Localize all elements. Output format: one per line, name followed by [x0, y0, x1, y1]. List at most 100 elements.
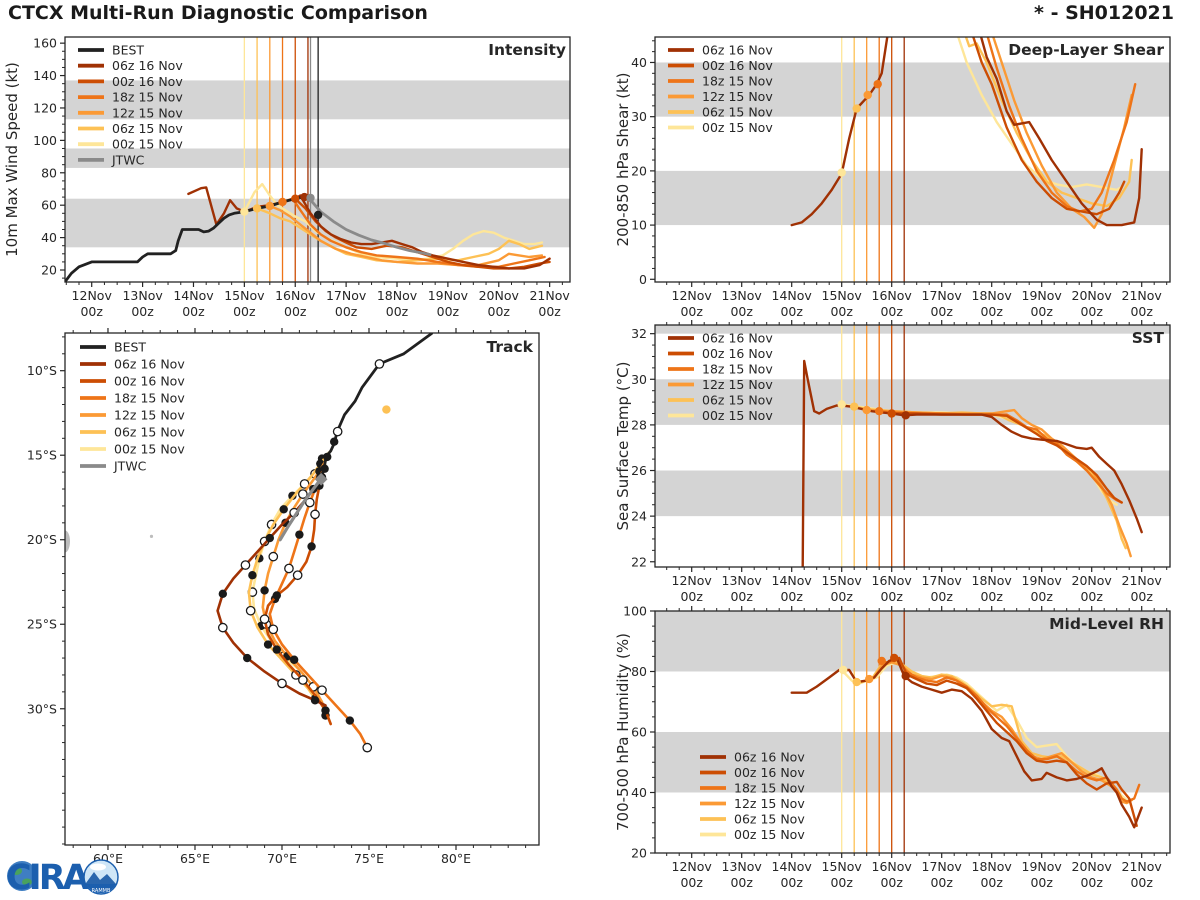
x-tick-label: 17Nov — [922, 859, 963, 874]
panel-frame — [64, 332, 540, 846]
marker-open — [245, 605, 256, 616]
x-tick-label: 00z — [182, 304, 205, 319]
series-JTWC — [278, 477, 323, 542]
y-tick-label: 20 — [41, 263, 57, 278]
x-tick-label: 16Nov — [275, 288, 316, 303]
x-tick-label: 00z — [980, 589, 1003, 604]
y-tick-label: 40 — [631, 785, 647, 800]
panel-title: Mid-Level RH — [1049, 615, 1164, 633]
x-tick-label: 00z — [437, 304, 460, 319]
x-tick-label: 21Nov — [1122, 288, 1163, 303]
series-06z16 — [801, 359, 1143, 567]
marker-dot — [852, 677, 861, 687]
legend-label: 00z 16 Nov — [112, 74, 183, 89]
panel-title: Deep-Layer Shear — [1008, 41, 1164, 59]
marker-open — [292, 570, 303, 581]
legend-label: 12z 15 Nov — [734, 796, 805, 811]
y-tick-label: 22 — [631, 554, 647, 569]
marker-dot — [307, 542, 316, 551]
rammb-cloud-icon — [90, 863, 106, 871]
x-tick-label: 19Nov — [1022, 288, 1063, 303]
x-tick-label: 00z — [538, 304, 561, 319]
y-tick-label: 100 — [33, 133, 57, 148]
marker-dot — [345, 716, 355, 725]
y-tick-label: 26 — [631, 463, 647, 478]
marker-dot — [329, 437, 339, 446]
marker-dot — [837, 400, 846, 409]
legend-label: 00z 15 Nov — [114, 442, 185, 457]
legend-label: 18z 15 Nov — [734, 781, 805, 796]
y-tick-label: 60 — [631, 725, 647, 740]
marker-dot — [265, 533, 275, 543]
x-tick-label: 00z — [780, 875, 803, 890]
x-tick-label: 18Nov — [972, 573, 1013, 588]
series-06z16 — [216, 476, 327, 707]
marker-open — [240, 560, 251, 570]
panel-track: 60°E 65°E 70°E 75°E 80°E10°S15°S20°S25°S30°S… — [27, 328, 540, 866]
marker-dot — [265, 201, 274, 211]
legend-label: 00z 16 Nov — [702, 346, 773, 361]
marker-open — [317, 685, 327, 696]
marker-dot — [252, 204, 262, 213]
panel-title: Track — [487, 338, 534, 356]
x-tick-label: 00z — [930, 304, 953, 319]
x-tick-label: 14Nov — [772, 859, 813, 874]
x-tick-label: 17Nov — [922, 288, 963, 303]
island-speck — [149, 534, 154, 538]
x-tick-label: 00z — [233, 304, 256, 319]
rammb-logo-text: RAMMB — [92, 888, 111, 894]
marker-dot — [839, 665, 848, 675]
marker-open — [310, 509, 320, 520]
y-tick-label: 160 — [33, 36, 57, 51]
x-tick-label: 12Nov — [72, 288, 113, 303]
series-06z16 — [979, 37, 1143, 227]
marker-dot — [852, 104, 861, 113]
marker-open — [277, 678, 287, 689]
panel-frame — [64, 36, 571, 283]
y-axis-label: 10m Max Wind Speed (kt) — [3, 62, 21, 257]
rammb-badge-band — [86, 884, 116, 893]
marker-dot — [837, 168, 846, 177]
x-tick-label: 00z — [335, 304, 358, 319]
x-tick-label: 00z — [1080, 304, 1103, 319]
x-tick-label: 20Nov — [1072, 859, 1113, 874]
x-tick-label: 19Nov — [1022, 573, 1063, 588]
x-tick-label: 20Nov — [1072, 573, 1113, 588]
legend-label: 06z 15 Nov — [114, 425, 185, 440]
y-tick-label: 40 — [631, 55, 647, 70]
marker-dot — [321, 706, 330, 715]
x-tick-label: 00z — [1080, 589, 1103, 604]
marker-open — [284, 563, 294, 574]
x-tick-label: 00z — [1130, 589, 1153, 604]
marker-open — [304, 497, 315, 508]
marker-dot — [323, 452, 332, 462]
marker-dot — [218, 589, 228, 599]
y-tick-label: 20°S — [27, 532, 57, 547]
x-tick-label: 12Nov — [672, 573, 713, 588]
y-axis-label: 700-500 hPa Humidity (%) — [614, 633, 632, 831]
x-tick-label: 00z — [880, 875, 903, 890]
marker-open — [259, 614, 270, 625]
x-tick-label: 00z — [80, 304, 103, 319]
legend-label: 06z 16 Nov — [112, 58, 183, 73]
marker-dot — [865, 674, 874, 684]
shaded-band — [655, 379, 1170, 425]
panel-intensity: 12Nov00z13Nov00z14Nov00z15Nov00z16Nov00z… — [3, 36, 571, 319]
legend-label: 06z 15 Nov — [702, 105, 773, 120]
series-18z15 — [281, 197, 546, 268]
series-06z16 — [187, 186, 551, 270]
x-tick-label: 18Nov — [972, 288, 1013, 303]
marker-dot — [873, 79, 882, 89]
marker-open — [268, 551, 279, 562]
x-tick-label: 00z — [1030, 304, 1053, 319]
marker-dot — [260, 586, 269, 595]
x-tick-label: 16Nov — [872, 859, 913, 874]
x-tick-label: 80°E — [441, 851, 471, 866]
y-tick-label: 40 — [41, 230, 57, 245]
x-tick-label: 15Nov — [822, 288, 863, 303]
rammb-mountains-icon — [86, 872, 116, 884]
x-tick-label: 00z — [1130, 875, 1153, 890]
shaded-band — [655, 611, 1170, 672]
